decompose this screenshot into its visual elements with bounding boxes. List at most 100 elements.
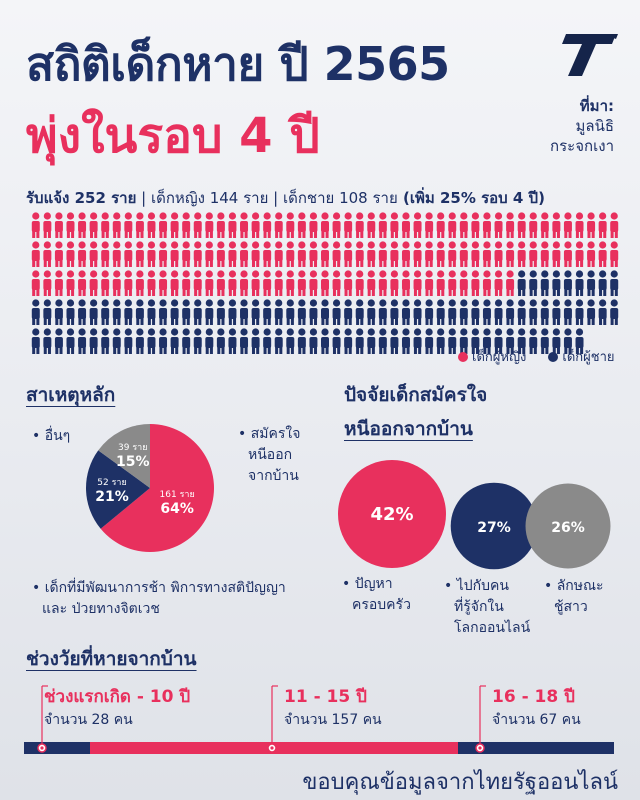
girl-figure [436,270,445,296]
girl-figure [540,241,549,267]
pie-label-development-l2: และ ป่วยทางจิตเวช [42,601,160,617]
boy-figure [587,299,596,325]
boy-figure [471,299,480,325]
girl-figure [425,212,434,238]
boy-figure [355,299,364,325]
girl-figure [159,270,168,296]
girl-figure [506,212,515,238]
girl-figure [170,212,179,238]
boy-figure [159,299,168,325]
girl-figure [205,212,214,238]
girl-figure [448,212,457,238]
boy-figure [436,328,445,354]
boy-figure [309,328,318,354]
source-block: ที่มา: มูลนิธิ กระจกเงา [550,96,614,156]
girl-figure [401,212,410,238]
summary-sep-1: | [136,189,151,207]
girl-figure [344,212,353,238]
girl-figure [413,212,422,238]
girl-figure [309,241,318,267]
boy-figure [297,299,306,325]
girl-figure [66,241,75,267]
girl-figure [286,212,295,238]
summary-girls: เด็กหญิง 144 ราย [150,189,269,207]
girl-figure [448,241,457,267]
girl-figure [413,241,422,267]
girl-figure [31,241,40,267]
timeline-segment [24,742,90,754]
boy-figure [413,328,422,354]
girl-figure [182,270,191,296]
girl-figure [101,212,110,238]
boy-figure [66,328,75,354]
bubble-label-family-l1: • ปัญหา [342,576,393,592]
pie-label-other: • อื่นๆ [32,428,71,444]
girl-figure [193,270,202,296]
girl-figure [124,241,133,267]
factor-bubble [525,483,611,569]
boy-figure [344,328,353,354]
girl-figure [78,241,87,267]
girl-figure [182,212,191,238]
girl-figure [459,241,468,267]
girl-figure [610,212,619,238]
boy-figure [517,328,526,354]
boy-figure [78,299,87,325]
boy-figure [540,328,549,354]
boy-figure [205,299,214,325]
girl-figure [54,270,63,296]
pie-label-runaway-l2: หนีออก [248,447,293,463]
timeline-range-label: 16 - 18 ปี [492,686,575,707]
boy-figure [448,299,457,325]
boy-figure [251,299,260,325]
boy-figure [101,328,110,354]
legend-boy-dot [548,351,559,362]
girl-figure [240,270,249,296]
girl-figure [344,270,353,296]
girl-figure [367,212,376,238]
ages-title: ช่วงวัยที่หายจากบ้าน [26,648,197,670]
bubble-label-online: • ไปกับคน ที่รู้จักใน โลกออนไลน์ [444,576,544,639]
bubble-label-online-l3: โลกออนไลน์ [454,620,531,636]
boy-figure [170,328,179,354]
boy-figure [43,299,52,325]
girl-figure [436,241,445,267]
boy-figure [89,299,98,325]
pie-slice [100,424,214,552]
pie-slice [98,424,150,488]
bubble-label-online-l1: • ไปกับคน [444,578,509,594]
girl-figure [159,212,168,238]
boy-figure [598,299,607,325]
girl-figure [147,270,156,296]
girl-figure [563,241,572,267]
factors-bubble-chart: 42% 27% 26% [338,460,611,570]
girl-figure [216,212,225,238]
boy-figure [297,328,306,354]
boy-figure [124,299,133,325]
girl-figure [494,270,503,296]
boy-figure [182,299,191,325]
thairath-t-logo-icon [562,34,618,76]
timeline-segment [458,742,614,754]
girl-figure [43,241,52,267]
factors-title-line-2: หนีออกจากบ้าน [344,418,473,440]
girl-figure [575,241,584,267]
girl-figure [216,241,225,267]
girl-figure [494,212,503,238]
boy-figure [563,299,572,325]
boy-figure [251,328,260,354]
boy-figure [448,328,457,354]
boy-figure [517,270,526,296]
girl-figure [482,241,491,267]
girl-figure [54,212,63,238]
pie-label-development: • เด็กที่มีพัฒนาการช้า พิการทางสติปัญญา … [32,578,332,620]
bubble-percent-label: 26% [551,520,585,536]
legend-girl-dot [458,351,468,362]
girl-figure [263,212,272,238]
girl-figure [344,241,353,267]
girl-figure [274,212,283,238]
boy-figure [610,270,619,296]
people-pictogram [31,212,619,354]
girl-figure [401,270,410,296]
boy-figure [112,328,121,354]
